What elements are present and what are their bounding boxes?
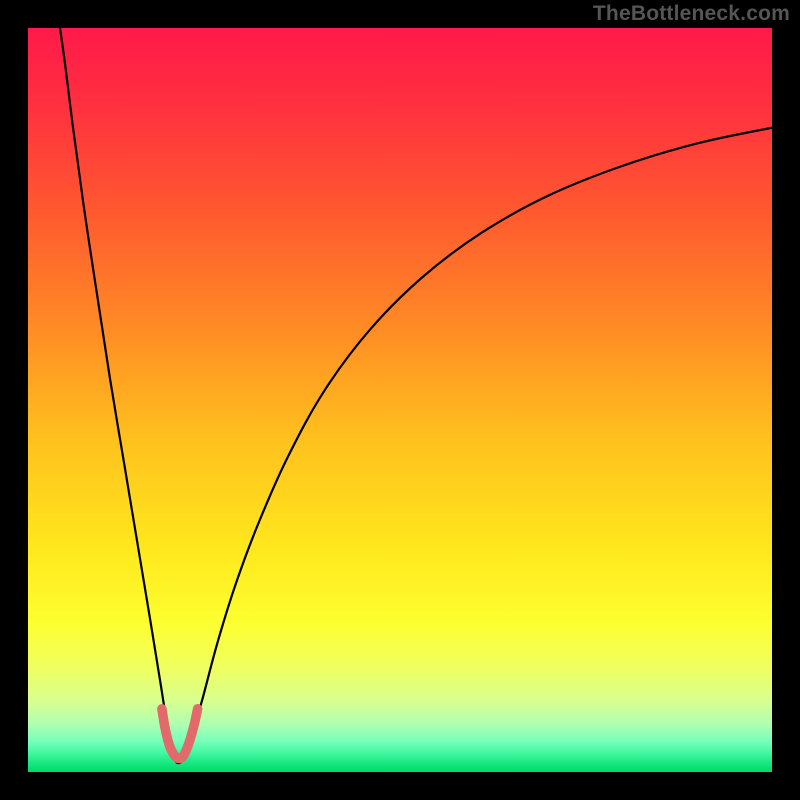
watermark-text: TheBottleneck.com: [593, 2, 790, 26]
chart-root: TheBottleneck.com: [0, 0, 800, 800]
plot-svg: [28, 28, 772, 772]
plot-background: [28, 28, 772, 772]
plot-area: [28, 28, 772, 772]
